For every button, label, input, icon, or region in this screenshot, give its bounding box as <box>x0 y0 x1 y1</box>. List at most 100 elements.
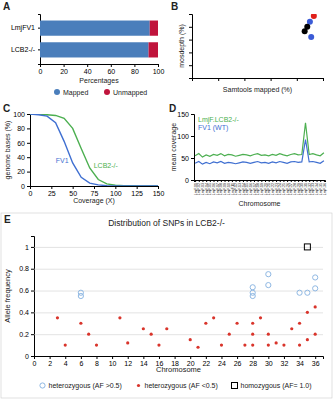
axis-title: Samtools mapped (%) <box>223 86 292 94</box>
panel-label: D <box>169 103 176 114</box>
point <box>212 316 215 319</box>
tick-mark <box>323 78 324 81</box>
tick-mark <box>210 180 211 182</box>
axis-line <box>193 79 324 82</box>
tick-mark <box>258 180 259 182</box>
tick-mark <box>143 356 144 359</box>
point <box>313 275 318 280</box>
tick-mark <box>87 64 88 67</box>
axis-title: genome bases (%) <box>4 121 12 180</box>
tick-label: 8 <box>95 360 99 367</box>
tick-label: 50 <box>181 155 189 162</box>
point <box>275 341 278 344</box>
point <box>87 333 90 336</box>
tick-mark <box>221 180 222 182</box>
tick: LCB2-/- <box>11 46 40 53</box>
tick: 20 <box>17 168 30 175</box>
tick: 0.8 <box>19 265 323 272</box>
tick-label: 0.6 <box>19 287 29 294</box>
tick-mark <box>189 65 192 66</box>
tick: 150 <box>177 111 194 118</box>
axis: 00.20.40.60.81 <box>19 237 323 360</box>
axis-line <box>31 187 159 190</box>
tick: 80 <box>131 64 139 75</box>
tick: 20 <box>60 64 68 75</box>
tick: 150 <box>153 186 165 197</box>
point <box>250 293 255 298</box>
tick-mark <box>239 180 240 182</box>
bars <box>40 21 158 58</box>
axis <box>193 78 324 81</box>
point <box>311 14 317 19</box>
legend-swatch <box>40 383 45 388</box>
tick-label: 34 <box>296 360 304 367</box>
point <box>267 333 270 336</box>
legend-swatch <box>137 384 140 387</box>
point <box>251 322 254 325</box>
tick-mark <box>27 186 30 187</box>
axis: LmjF.01LmjF.02LmjF.03LmjF.04LmjF.05LmjF.… <box>194 180 327 195</box>
axis-line <box>191 115 195 181</box>
tick-mark <box>317 180 318 182</box>
tick-mark <box>191 158 194 159</box>
tick: 100 <box>110 186 122 197</box>
line-label: LCB2-/- <box>94 162 119 169</box>
point <box>243 343 246 346</box>
axis-title: Chromosome <box>156 365 201 374</box>
axis-title: Coverage (X) <box>73 197 115 205</box>
tick: 2 <box>48 356 52 367</box>
point <box>313 286 318 291</box>
tick: 75 <box>91 186 99 197</box>
tick-label: 60 <box>107 68 115 75</box>
point <box>251 343 254 346</box>
tick: 0.6 <box>19 287 323 294</box>
tick-mark <box>115 186 116 189</box>
tick: 0 <box>21 183 30 190</box>
tick-mark <box>189 14 192 15</box>
panel-label: B <box>171 1 178 12</box>
tick: 40 <box>17 154 30 161</box>
point <box>235 322 238 325</box>
point <box>118 316 121 319</box>
tick-label: 25 <box>48 190 56 197</box>
point <box>297 290 302 295</box>
tick-mark <box>27 114 30 115</box>
tick: 50 <box>69 186 77 197</box>
tick-label: LCB2-/- <box>11 46 36 53</box>
axis-title: Percentages <box>79 77 119 85</box>
tick-mark <box>206 180 207 182</box>
line <box>195 123 324 157</box>
point <box>250 285 255 290</box>
tick: 28 <box>249 356 257 367</box>
lines <box>30 114 158 186</box>
tick-mark <box>291 180 292 182</box>
tick-mark <box>191 136 194 137</box>
tick: 40 <box>84 64 92 75</box>
tick-mark <box>134 64 135 67</box>
tick: 8 <box>95 356 99 367</box>
tick <box>271 78 272 81</box>
tick-mark <box>250 180 251 182</box>
bar <box>40 42 149 57</box>
tick-mark <box>232 180 233 182</box>
tick-label: 2 <box>48 360 52 367</box>
point <box>306 311 309 314</box>
axis-title: mosdepth (%) <box>178 24 186 68</box>
panel-label: A <box>3 1 10 12</box>
tick-mark <box>190 356 191 359</box>
chart-title: Distribution of SNPs in LCB2-/- <box>108 218 225 228</box>
tick-label: 0.4 <box>19 309 29 316</box>
tick: 100 <box>177 133 194 140</box>
tick-label: 0 <box>21 183 25 190</box>
tick-mark <box>261 180 262 182</box>
tick <box>297 78 298 81</box>
axis-line <box>35 357 324 360</box>
tick-mark <box>244 78 245 81</box>
tick-mark <box>271 78 272 81</box>
tick: LmjFV1 <box>11 24 40 32</box>
tick <box>189 65 192 66</box>
tick-label: LmjFV1 <box>11 24 35 32</box>
tick: 32 <box>281 356 289 367</box>
axis: 050100150 <box>177 111 194 184</box>
tick-mark <box>31 356 34 357</box>
